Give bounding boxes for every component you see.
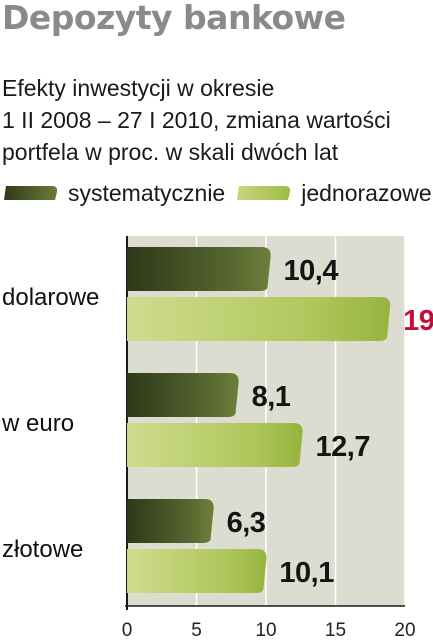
category-label-0: dolarowe <box>2 284 99 311</box>
subtitle-line-1: Efekty inwestycji w okresie <box>2 75 275 101</box>
legend-item-jednorazowe: jednorazowe <box>235 179 432 207</box>
data-label-systematycznie-2: 6,3 <box>227 507 266 539</box>
legend-swatch-systematycznie <box>4 186 58 200</box>
x-tick-label-20: 20 <box>394 620 415 640</box>
bar-systematycznie-2 <box>127 499 214 543</box>
chart-title: Depozyty bankowe <box>2 0 346 37</box>
bar-systematycznie-1 <box>127 373 239 417</box>
data-label-jednorazowe-2: 10,1 <box>279 557 334 589</box>
legend: systematycznie jednorazowe <box>2 176 433 210</box>
legend-label-systematycznie: systematycznie <box>68 179 226 206</box>
category-label-1: w euro <box>1 410 74 437</box>
chart-subtitle: Efekty inwestycji w okresie 1 II 2008 – … <box>2 72 432 168</box>
x-tick-label-15: 15 <box>325 620 346 640</box>
x-tick-label-10: 10 <box>255 620 276 640</box>
x-tick-label-5: 5 <box>191 620 202 640</box>
data-label-jednorazowe-1: 12,7 <box>316 431 370 463</box>
subtitle-line-2: 1 II 2008 – 27 I 2010, zmiana wartości <box>2 107 391 133</box>
bar-jednorazowe-1 <box>127 423 303 467</box>
bar-systematycznie-0 <box>127 247 271 291</box>
x-tick-label-0: 0 <box>122 620 133 640</box>
category-label-2: złotowe <box>2 536 83 563</box>
subtitle-line-3: portfela w proc. w skali dwóch lat <box>2 139 339 165</box>
legend-label-jednorazowe: jednorazowe <box>301 179 432 206</box>
bar-jednorazowe-0 <box>127 297 391 341</box>
legend-item-systematycznie: systematycznie <box>2 180 225 207</box>
data-label-systematycznie-0: 10,4 <box>284 255 339 287</box>
legend-swatch-jednorazowe <box>237 186 291 200</box>
data-label-systematycznie-1: 8,1 <box>252 381 291 413</box>
data-label-jednorazowe-0: 19,0 <box>403 305 433 337</box>
bar-jednorazowe-2 <box>127 549 267 593</box>
